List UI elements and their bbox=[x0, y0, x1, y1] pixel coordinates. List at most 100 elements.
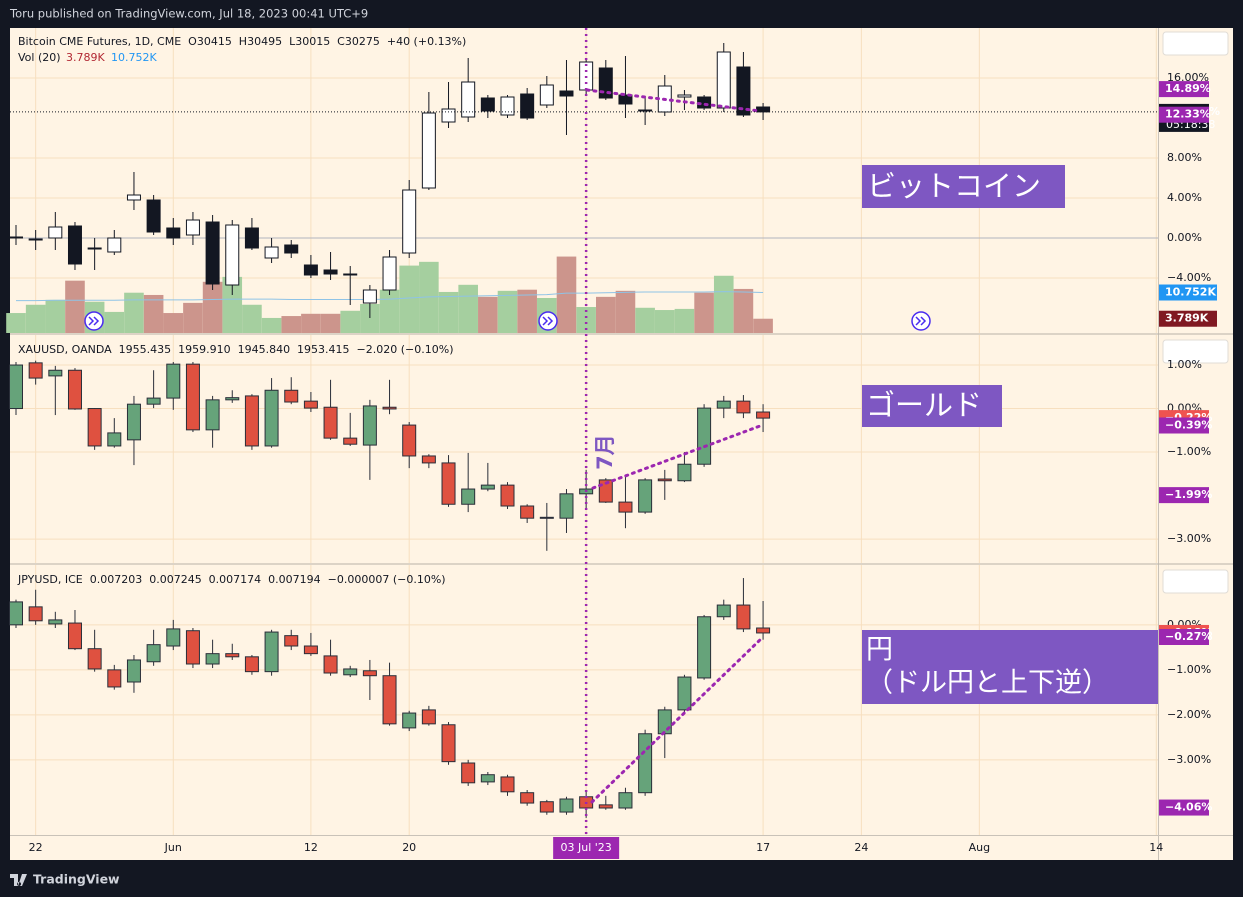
candle-body bbox=[126, 194, 141, 201]
candle-body bbox=[343, 273, 358, 276]
annotation-box bbox=[862, 165, 1065, 208]
candle-body bbox=[520, 93, 535, 119]
candle-body bbox=[441, 462, 456, 505]
candle-body bbox=[598, 804, 613, 809]
volume-bar bbox=[340, 310, 361, 333]
candle-body bbox=[382, 675, 397, 725]
x-tick-label: 24 bbox=[854, 841, 868, 854]
candle-body bbox=[107, 669, 122, 688]
candle-body bbox=[402, 712, 417, 729]
volume-label-box bbox=[1159, 284, 1217, 301]
candle-body bbox=[146, 199, 161, 233]
candle-body bbox=[618, 94, 633, 105]
event-icon[interactable] bbox=[84, 311, 104, 331]
candle-body bbox=[244, 395, 259, 447]
candle-body bbox=[126, 659, 141, 683]
axis-button[interactable] bbox=[1162, 31, 1229, 56]
candle-body bbox=[441, 724, 456, 763]
candle-body bbox=[736, 604, 751, 630]
candle-body bbox=[559, 493, 574, 519]
volume-bar bbox=[438, 291, 459, 333]
candle-body bbox=[28, 238, 43, 241]
candle-body bbox=[9, 364, 23, 410]
candle-body bbox=[716, 400, 731, 409]
candle-body bbox=[362, 289, 377, 304]
vertical-annotation: 7月 bbox=[593, 434, 617, 470]
x-tick-label: Aug bbox=[969, 841, 990, 854]
candle-body bbox=[244, 227, 259, 249]
candle-body bbox=[677, 463, 692, 482]
volume-bar bbox=[25, 304, 46, 333]
candle-body bbox=[264, 631, 279, 673]
axis-button[interactable] bbox=[1162, 569, 1229, 594]
legend: JPYUSD, ICE 0.007203 0.007245 0.007174 0… bbox=[17, 573, 446, 586]
candle-body bbox=[343, 437, 358, 445]
y-tick-label: −2.00% bbox=[1167, 708, 1211, 721]
x-highlight-box bbox=[553, 837, 620, 859]
chart-background bbox=[10, 28, 1233, 860]
candle-body bbox=[264, 246, 279, 259]
candle-body bbox=[48, 369, 63, 377]
candle-body bbox=[618, 501, 633, 513]
volume-bar bbox=[45, 299, 66, 333]
candle-body bbox=[756, 106, 771, 113]
volume-bar bbox=[320, 313, 341, 333]
candle-body bbox=[716, 51, 731, 109]
candle-body bbox=[185, 363, 200, 431]
legend-value: 3.789K bbox=[66, 51, 105, 64]
candle-body bbox=[166, 628, 181, 647]
volume-bar bbox=[281, 316, 302, 333]
axis-button[interactable] bbox=[1162, 339, 1229, 364]
candle-body bbox=[638, 733, 653, 794]
candle-body bbox=[87, 247, 102, 250]
candle-body bbox=[618, 792, 633, 809]
candle-body bbox=[323, 269, 338, 275]
candle-body bbox=[441, 108, 456, 123]
x-tick-label: 17 bbox=[756, 841, 770, 854]
volume-bar bbox=[379, 289, 400, 333]
candle-body bbox=[225, 224, 240, 286]
candle-body bbox=[638, 479, 653, 513]
legend: Bitcoin CME Futures, 1D, CME O30415 H304… bbox=[18, 35, 466, 48]
annotation: （ドル円と上下逆） bbox=[866, 668, 1109, 699]
candle-body bbox=[657, 478, 672, 482]
candle-body bbox=[48, 226, 63, 239]
volume-bar bbox=[360, 304, 380, 333]
candle-body bbox=[382, 406, 397, 410]
candle-body bbox=[480, 97, 495, 112]
candle-body bbox=[205, 221, 220, 285]
event-icon[interactable] bbox=[911, 311, 931, 331]
candle-body bbox=[9, 601, 23, 626]
candle-body bbox=[323, 655, 338, 674]
candle-body bbox=[697, 616, 712, 679]
price-label-box bbox=[1159, 799, 1209, 816]
candle-body bbox=[382, 256, 397, 291]
volume-bar bbox=[556, 256, 577, 333]
price-label: 14.89% bbox=[1165, 82, 1211, 95]
volume-bar bbox=[753, 318, 773, 333]
candle-body bbox=[284, 389, 299, 403]
candle-body bbox=[146, 644, 161, 663]
volume-ma-line bbox=[16, 291, 764, 302]
price-label-box bbox=[1159, 81, 1209, 98]
y-tick-label: 1.00% bbox=[1167, 358, 1202, 371]
volume-bar bbox=[202, 281, 223, 333]
volume-bar bbox=[6, 313, 26, 333]
candle-body bbox=[480, 774, 495, 783]
candle-body bbox=[185, 219, 200, 236]
candle-body bbox=[716, 604, 731, 618]
annotation-box bbox=[862, 630, 1158, 704]
volume-bar bbox=[497, 290, 518, 333]
price-label: −4.06% bbox=[1165, 801, 1212, 814]
price-label-box bbox=[1159, 629, 1209, 645]
candle-body bbox=[185, 630, 200, 665]
y-tick-label: −3.00% bbox=[1167, 532, 1211, 545]
candle-body bbox=[677, 676, 692, 711]
candle-body bbox=[107, 237, 122, 253]
candle-body bbox=[539, 801, 554, 813]
event-icon[interactable] bbox=[538, 311, 558, 331]
candle-body bbox=[402, 424, 417, 457]
candle-body bbox=[500, 96, 515, 116]
annotation: ビットコイン bbox=[867, 169, 1041, 203]
candle-body bbox=[402, 189, 417, 254]
